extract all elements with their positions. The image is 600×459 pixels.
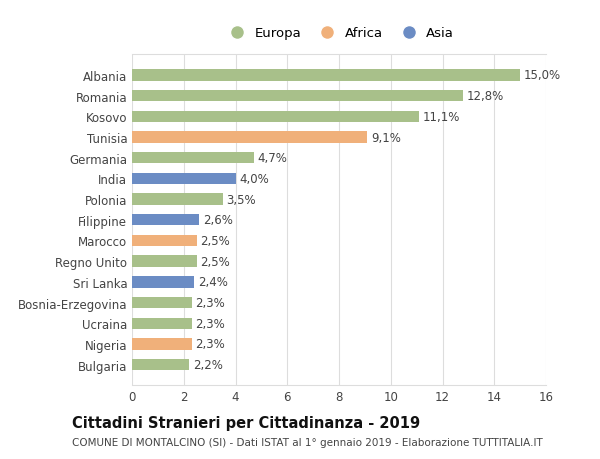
Text: 2,5%: 2,5% bbox=[200, 235, 230, 247]
Text: 2,3%: 2,3% bbox=[196, 338, 225, 351]
Bar bbox=[132, 153, 254, 164]
Text: Cittadini Stranieri per Cittadinanza - 2019: Cittadini Stranieri per Cittadinanza - 2… bbox=[72, 415, 420, 431]
Bar bbox=[132, 318, 191, 329]
Bar bbox=[132, 297, 191, 308]
Bar bbox=[132, 339, 191, 350]
Bar bbox=[132, 70, 520, 81]
Text: 11,1%: 11,1% bbox=[423, 111, 460, 123]
Text: 2,4%: 2,4% bbox=[198, 276, 228, 289]
Bar bbox=[132, 91, 463, 102]
Text: 2,5%: 2,5% bbox=[200, 255, 230, 268]
Text: 2,3%: 2,3% bbox=[196, 297, 225, 309]
Text: 9,1%: 9,1% bbox=[371, 131, 401, 144]
Bar bbox=[132, 112, 419, 123]
Bar bbox=[132, 359, 189, 370]
Text: 2,6%: 2,6% bbox=[203, 214, 233, 227]
Text: 4,0%: 4,0% bbox=[239, 173, 269, 185]
Text: 3,5%: 3,5% bbox=[226, 193, 256, 206]
Legend: Europa, Africa, Asia: Europa, Africa, Asia bbox=[218, 22, 460, 45]
Bar bbox=[132, 174, 235, 185]
Text: 2,2%: 2,2% bbox=[193, 358, 223, 371]
Text: 12,8%: 12,8% bbox=[467, 90, 505, 103]
Bar bbox=[132, 194, 223, 205]
Bar bbox=[132, 235, 197, 246]
Bar bbox=[132, 277, 194, 288]
Text: COMUNE DI MONTALCINO (SI) - Dati ISTAT al 1° gennaio 2019 - Elaborazione TUTTITA: COMUNE DI MONTALCINO (SI) - Dati ISTAT a… bbox=[72, 437, 543, 447]
Bar bbox=[132, 132, 367, 143]
Text: 15,0%: 15,0% bbox=[524, 69, 561, 82]
Bar bbox=[132, 215, 199, 226]
Text: 2,3%: 2,3% bbox=[196, 317, 225, 330]
Text: 4,7%: 4,7% bbox=[257, 152, 287, 165]
Bar bbox=[132, 256, 197, 267]
